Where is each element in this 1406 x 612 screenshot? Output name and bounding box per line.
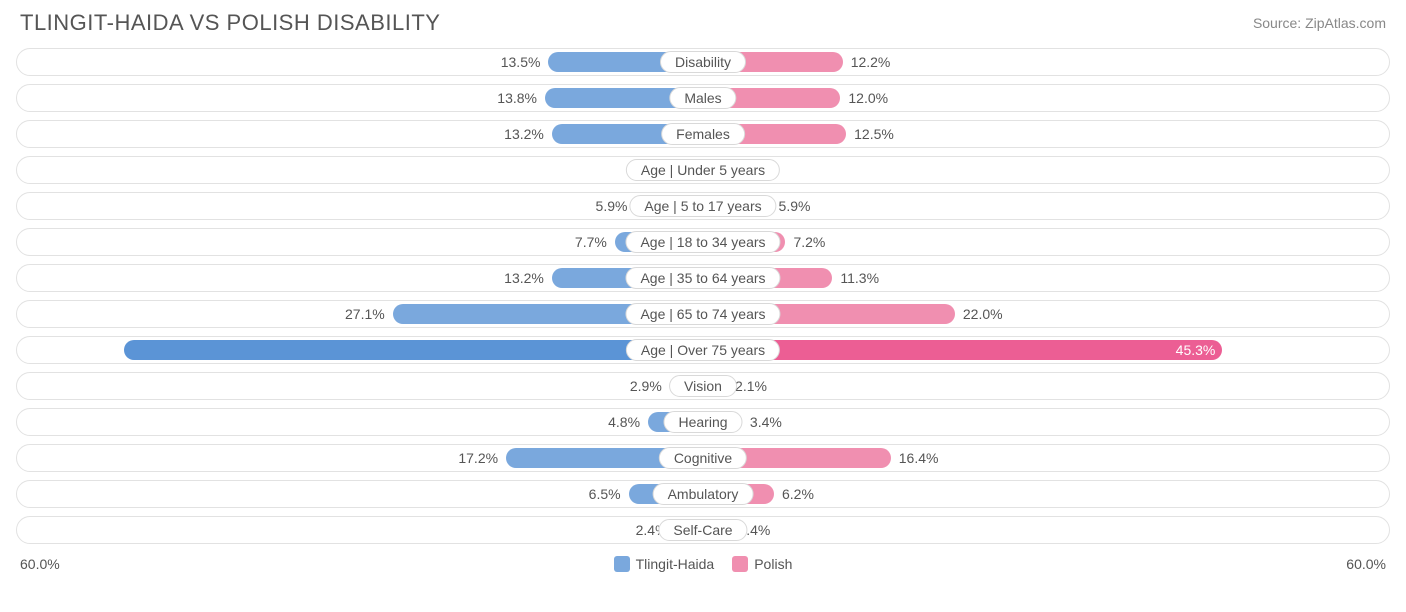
value-label-right: 22.0% bbox=[957, 300, 1009, 328]
value-label-right: 12.0% bbox=[842, 84, 894, 112]
value-label-right: 45.3% bbox=[1170, 336, 1222, 364]
category-label: Age | 35 to 64 years bbox=[625, 267, 780, 289]
category-label: Age | 65 to 74 years bbox=[625, 303, 780, 325]
bar-half-left: 27.1% bbox=[16, 300, 703, 328]
bar-half-left: 6.5% bbox=[16, 480, 703, 508]
value-label-left: 13.8% bbox=[491, 84, 543, 112]
bar-half-right: 12.0% bbox=[703, 84, 1390, 112]
chart-header: TLINGIT-HAIDA VS POLISH DISABILITY Sourc… bbox=[16, 0, 1390, 48]
chart-title: TLINGIT-HAIDA VS POLISH DISABILITY bbox=[20, 10, 440, 36]
value-label-left: 6.5% bbox=[583, 480, 627, 508]
value-label-left: 4.8% bbox=[602, 408, 646, 436]
bar-row: 17.2% 16.4% Cognitive bbox=[16, 444, 1390, 472]
bar-left bbox=[124, 340, 703, 360]
bar-row: 13.5% 12.2% Disability bbox=[16, 48, 1390, 76]
bar-row: 7.7% 7.2% Age | 18 to 34 years bbox=[16, 228, 1390, 256]
legend-item-right: Polish bbox=[732, 556, 792, 572]
value-label-right: 6.2% bbox=[776, 480, 820, 508]
bar-half-left: 13.8% bbox=[16, 84, 703, 112]
bar-half-right: 1.6% bbox=[703, 156, 1390, 184]
value-label-left: 13.5% bbox=[495, 48, 547, 76]
bar-row: 6.5% 6.2% Ambulatory bbox=[16, 480, 1390, 508]
legend-swatch-right bbox=[732, 556, 748, 572]
bar-row: 13.2% 11.3% Age | 35 to 64 years bbox=[16, 264, 1390, 292]
bar-half-right: 12.2% bbox=[703, 48, 1390, 76]
bar-half-right: 5.9% bbox=[703, 192, 1390, 220]
bar-half-left: 1.5% bbox=[16, 156, 703, 184]
value-label-right: 12.5% bbox=[848, 120, 900, 148]
chart-source: Source: ZipAtlas.com bbox=[1253, 15, 1386, 31]
bar-half-right: 12.5% bbox=[703, 120, 1390, 148]
bar-row: 5.9% 5.9%Age | 5 to 17 years bbox=[16, 192, 1390, 220]
bar-row: 2.4%2.4%Self-Care bbox=[16, 516, 1390, 544]
category-label: Age | Under 5 years bbox=[626, 159, 780, 181]
value-label-right: 5.9% bbox=[773, 192, 817, 220]
bar-half-right: 3.4% bbox=[703, 408, 1390, 436]
value-label-right: 12.2% bbox=[845, 48, 897, 76]
bar-half-right: 45.3% bbox=[703, 336, 1390, 364]
legend-item-left: Tlingit-Haida bbox=[614, 556, 715, 572]
bar-half-left: 5.9% bbox=[16, 192, 703, 220]
bar-half-left: 13.5% bbox=[16, 48, 703, 76]
bar-half-left: 7.7% bbox=[16, 228, 703, 256]
category-label: Cognitive bbox=[659, 447, 747, 469]
category-label: Ambulatory bbox=[653, 483, 754, 505]
bar-half-left: 13.2% bbox=[16, 120, 703, 148]
bar-row: 13.8% 12.0% Males bbox=[16, 84, 1390, 112]
bar-half-right: 22.0% bbox=[703, 300, 1390, 328]
legend-swatch-left bbox=[614, 556, 630, 572]
bar-half-right: 2.4% bbox=[703, 516, 1390, 544]
bar-half-right: 6.2% bbox=[703, 480, 1390, 508]
bar-half-left: 2.4% bbox=[16, 516, 703, 544]
category-label: Age | 5 to 17 years bbox=[629, 195, 776, 217]
value-label-right: 16.4% bbox=[893, 444, 945, 472]
axis-max-left: 60.0% bbox=[20, 556, 100, 572]
value-label-left: 2.9% bbox=[624, 372, 668, 400]
bar-row: 2.9% 2.1%Vision bbox=[16, 372, 1390, 400]
legend: Tlingit-Haida Polish bbox=[100, 556, 1306, 572]
bar-half-left: 17.2% bbox=[16, 444, 703, 472]
legend-label-left: Tlingit-Haida bbox=[636, 556, 715, 572]
value-label-left: 27.1% bbox=[339, 300, 391, 328]
bar-row: 27.1% 22.0% Age | 65 to 74 years bbox=[16, 300, 1390, 328]
value-label-left: 5.9% bbox=[590, 192, 634, 220]
value-label-left: 13.2% bbox=[498, 120, 550, 148]
value-label-right: 7.2% bbox=[787, 228, 831, 256]
value-label-right: 3.4% bbox=[744, 408, 788, 436]
chart-footer: 60.0% Tlingit-Haida Polish 60.0% bbox=[16, 552, 1390, 582]
bar-row: 50.6% 45.3% Age | Over 75 years bbox=[16, 336, 1390, 364]
bar-half-left: 13.2% bbox=[16, 264, 703, 292]
bar-half-left: 4.8% bbox=[16, 408, 703, 436]
legend-label-right: Polish bbox=[754, 556, 792, 572]
bar-row: 4.8% 3.4%Hearing bbox=[16, 408, 1390, 436]
category-label: Vision bbox=[669, 375, 737, 397]
bar-row: 13.2% 12.5% Females bbox=[16, 120, 1390, 148]
category-label: Females bbox=[661, 123, 745, 145]
category-label: Age | 18 to 34 years bbox=[625, 231, 780, 253]
bar-half-left: 2.9% bbox=[16, 372, 703, 400]
chart-container: TLINGIT-HAIDA VS POLISH DISABILITY Sourc… bbox=[0, 0, 1406, 582]
category-label: Hearing bbox=[663, 411, 742, 433]
value-label-right: 11.3% bbox=[834, 264, 885, 292]
value-label-left: 7.7% bbox=[569, 228, 613, 256]
bar-half-right: 2.1% bbox=[703, 372, 1390, 400]
category-label: Age | Over 75 years bbox=[626, 339, 780, 361]
bar-half-right: 7.2% bbox=[703, 228, 1390, 256]
bar-half-left: 50.6% bbox=[16, 336, 703, 364]
category-label: Self-Care bbox=[658, 519, 747, 541]
category-label: Disability bbox=[660, 51, 746, 73]
bar-row: 1.5%1.6%Age | Under 5 years bbox=[16, 156, 1390, 184]
bar-right bbox=[703, 340, 1222, 360]
axis-max-right: 60.0% bbox=[1306, 556, 1386, 572]
chart-rows: 13.5% 12.2% Disability 13.8% 12.0% Males 13.2%… bbox=[16, 48, 1390, 544]
bar-half-right: 16.4% bbox=[703, 444, 1390, 472]
value-label-left: 17.2% bbox=[452, 444, 504, 472]
category-label: Males bbox=[669, 87, 736, 109]
bar-half-right: 11.3% bbox=[703, 264, 1390, 292]
value-label-left: 13.2% bbox=[498, 264, 550, 292]
